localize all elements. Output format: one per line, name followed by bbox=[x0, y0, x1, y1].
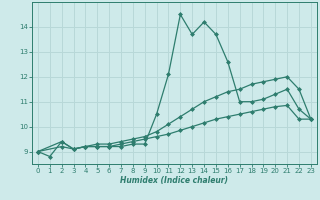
X-axis label: Humidex (Indice chaleur): Humidex (Indice chaleur) bbox=[120, 176, 228, 185]
